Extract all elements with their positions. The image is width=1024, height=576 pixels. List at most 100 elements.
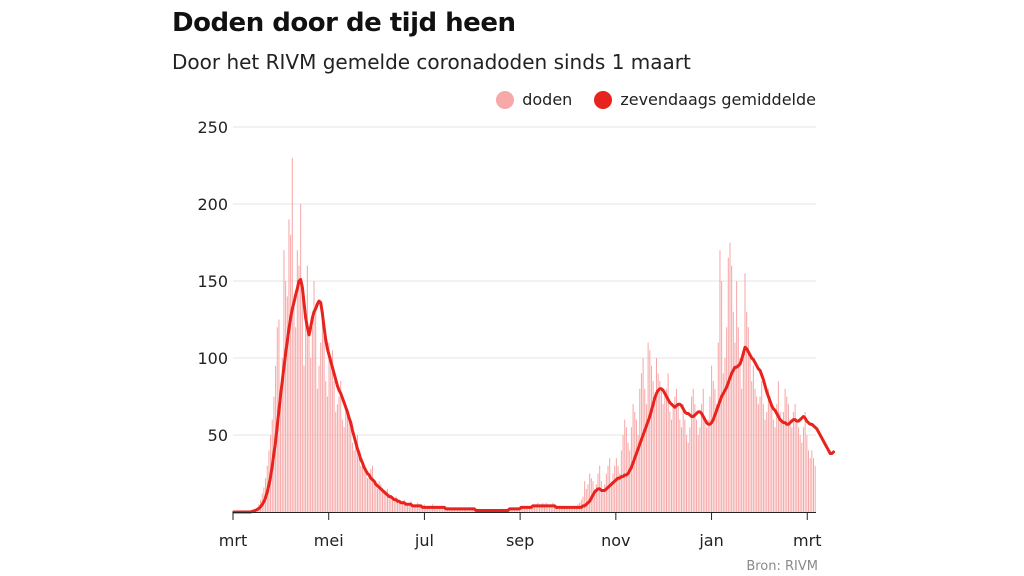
bar [368, 473, 370, 512]
bar [370, 468, 372, 512]
bar [392, 498, 394, 512]
bar [681, 427, 683, 512]
bar [472, 510, 474, 512]
bar [393, 499, 395, 512]
y-tick-label-150: 150 [197, 272, 228, 291]
x-tick-label-mrt: mrt [219, 531, 247, 550]
bar [290, 234, 292, 513]
bar [303, 365, 305, 512]
x-tick-label-mrt: mrt [793, 531, 821, 550]
bar [637, 435, 639, 512]
bar [696, 419, 698, 512]
bar [295, 327, 297, 512]
bar [605, 473, 607, 512]
bar [767, 388, 769, 512]
bar [410, 501, 412, 512]
bar [381, 488, 384, 512]
bar [542, 502, 544, 512]
bar [779, 411, 781, 512]
bar [597, 473, 599, 512]
bar [535, 504, 537, 512]
bar [762, 404, 764, 512]
bar [552, 502, 554, 512]
bar [430, 505, 432, 512]
bar [749, 358, 751, 512]
bar [617, 465, 619, 512]
bar [306, 265, 308, 512]
bar [675, 388, 678, 512]
bar [572, 507, 574, 512]
bar [701, 404, 703, 512]
bar [326, 396, 328, 512]
bar [400, 502, 402, 512]
bar [547, 504, 549, 512]
y-tick-label-100: 100 [197, 349, 228, 368]
bar [670, 419, 673, 512]
bar [336, 404, 338, 512]
bar [564, 507, 566, 512]
bar [293, 296, 295, 512]
bar [452, 508, 454, 512]
bar [622, 435, 624, 512]
bar [787, 404, 789, 512]
bar [373, 484, 375, 512]
bar [674, 396, 676, 512]
bar [619, 473, 621, 512]
bar [704, 419, 706, 512]
bar [540, 504, 542, 512]
bar [532, 504, 534, 512]
x-tick-label-mei: mei [314, 531, 344, 550]
bar [741, 388, 743, 512]
bar [333, 381, 335, 512]
bar [746, 311, 748, 512]
bar [457, 508, 459, 512]
bar [784, 388, 786, 512]
chart-subtitle: Door het RIVM gemelde coronadoden sinds … [172, 50, 691, 74]
bar [736, 281, 738, 512]
bar [311, 327, 313, 512]
bar [702, 388, 704, 512]
bar [812, 458, 815, 512]
y-tick-label-50: 50 [208, 426, 228, 445]
bar [467, 508, 469, 512]
bar [699, 427, 701, 512]
bar [604, 484, 606, 512]
bar [672, 404, 674, 512]
bar [669, 411, 671, 512]
bar [782, 411, 784, 512]
legend-item-doden: doden [496, 90, 572, 109]
bar [305, 311, 307, 512]
bar [350, 427, 352, 512]
line-layer [232, 277, 836, 514]
bar [692, 388, 694, 512]
legend-item-gemiddelde: zevendaags gemiddelde [594, 90, 816, 109]
bar [615, 458, 617, 512]
bar [455, 508, 457, 512]
legend-label-gemiddelde: zevendaags gemiddelde [620, 90, 816, 109]
bar [804, 411, 806, 512]
bar [438, 507, 440, 512]
bar [724, 358, 726, 512]
bar [792, 411, 794, 512]
bar [300, 204, 302, 512]
bar [660, 388, 662, 512]
bar [620, 450, 622, 512]
bar [682, 404, 684, 512]
bar [554, 504, 556, 512]
bar [465, 508, 467, 512]
bar [413, 505, 415, 512]
bar [388, 493, 390, 512]
bar [649, 350, 651, 512]
bar [470, 508, 472, 512]
bar [771, 404, 773, 512]
bar [717, 342, 719, 512]
bar [754, 388, 756, 512]
x-tick-label-nov: nov [601, 531, 630, 550]
bar [397, 498, 399, 512]
bar [650, 365, 652, 512]
bar [363, 465, 365, 512]
bar [562, 505, 564, 512]
bar [582, 496, 584, 512]
bar [772, 419, 774, 512]
bar [584, 481, 586, 512]
